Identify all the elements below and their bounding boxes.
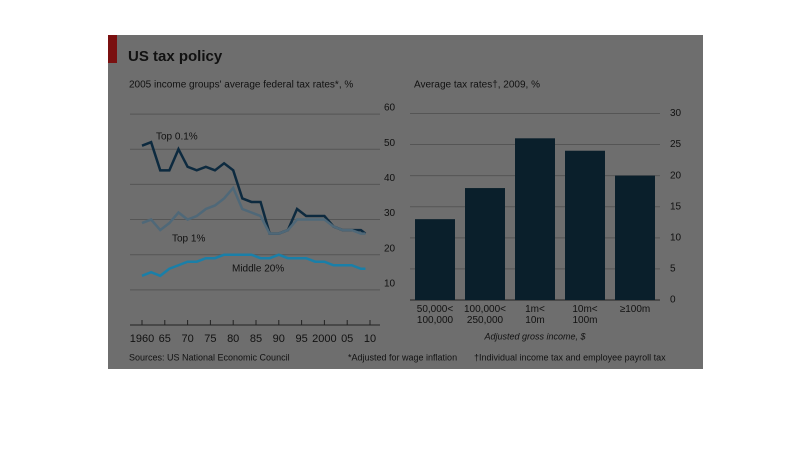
x-tick-label: 95 [295,333,307,345]
line-series [141,185,366,235]
x-tick-label: ≥100m [619,304,651,315]
x-tick-label: 05 [341,333,353,345]
x-tick-label: 90 [273,333,285,345]
x-tick-label: 10m< 100m [572,304,598,326]
series-label: Middle 20% [232,264,284,275]
x-tick-label: 2000 [312,333,336,345]
bar [615,175,655,300]
y-tick-label: 20 [670,170,682,181]
y-tick-label: 40 [384,173,396,184]
x-tick-label: 65 [159,333,171,345]
y-tick-label: 30 [670,108,682,119]
y-tick-label: 60 [384,103,396,114]
x-tick-label: 50,000< 100,000 [416,304,454,326]
subtitle: Average tax rates†, 2009, % [414,80,540,91]
y-tick-label: 5 [670,264,676,275]
source: Sources: US National Economic Council [129,352,290,362]
line-series [141,253,366,278]
y-tick-label: 15 [670,201,682,212]
bar [465,188,505,300]
x-tick-label: 1960 [130,333,154,345]
x-axis-label: Adjusted gross income, $ [483,331,586,341]
x-tick-label: 75 [204,333,216,345]
subtitle: 2005 income groups' average federal tax … [129,80,353,91]
y-tick-label: 20 [384,243,396,254]
series-label: Top 1% [172,234,205,245]
red-tag [108,35,117,63]
x-tick-label: 100,000< 250,000 [464,304,506,326]
footnote: †Individual income tax and employee payr… [474,352,666,362]
bar [515,138,555,300]
x-tick-label: 80 [227,333,239,345]
y-tick-label: 10 [384,278,396,289]
bar [415,219,455,300]
bar [565,150,605,300]
x-tick-label: 85 [250,333,262,345]
y-tick-label: 10 [670,232,682,243]
title: US tax policy [128,48,223,65]
y-tick-label: 0 [670,295,676,306]
y-tick-label: 30 [384,208,396,219]
footnote: *Adjusted for wage inflation [348,352,457,362]
x-tick-label: 10 [364,333,376,345]
y-tick-label: 25 [670,139,682,150]
series-label: Top 0.1% [156,132,198,143]
x-tick-label: 1m< 10m [525,304,545,326]
x-tick-label: 70 [181,333,193,345]
y-tick-label: 50 [384,138,396,149]
